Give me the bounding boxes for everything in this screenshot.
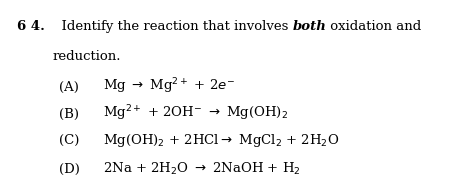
Text: Mg $\rightarrow$ Mg$^{2+}$ + 2$e^{-}$: Mg $\rightarrow$ Mg$^{2+}$ + 2$e^{-}$ (103, 77, 235, 96)
Text: (B): (B) (59, 108, 80, 121)
Text: 2Na + 2H$_2$O $\rightarrow$ 2NaOH + H$_2$: 2Na + 2H$_2$O $\rightarrow$ 2NaOH + H$_2… (103, 161, 301, 177)
Text: reduction.: reduction. (53, 50, 121, 63)
Text: Identify the reaction that involves: Identify the reaction that involves (53, 20, 292, 33)
Text: Mg(OH)$_2$ + 2HCl$\rightarrow$ MgCl$_2$ + 2H$_2$O: Mg(OH)$_2$ + 2HCl$\rightarrow$ MgCl$_2$ … (103, 132, 339, 149)
Text: (C): (C) (59, 134, 80, 147)
Text: both: both (292, 20, 326, 33)
Text: Mg$^{2+}$ + 2OH$^{-}$ $\rightarrow$ Mg(OH)$_2$: Mg$^{2+}$ + 2OH$^{-}$ $\rightarrow$ Mg(O… (103, 104, 288, 123)
Text: (D): (D) (59, 163, 80, 176)
Text: 6 4.: 6 4. (17, 20, 45, 33)
Text: (A): (A) (59, 81, 79, 94)
Text: oxidation and: oxidation and (326, 20, 421, 33)
